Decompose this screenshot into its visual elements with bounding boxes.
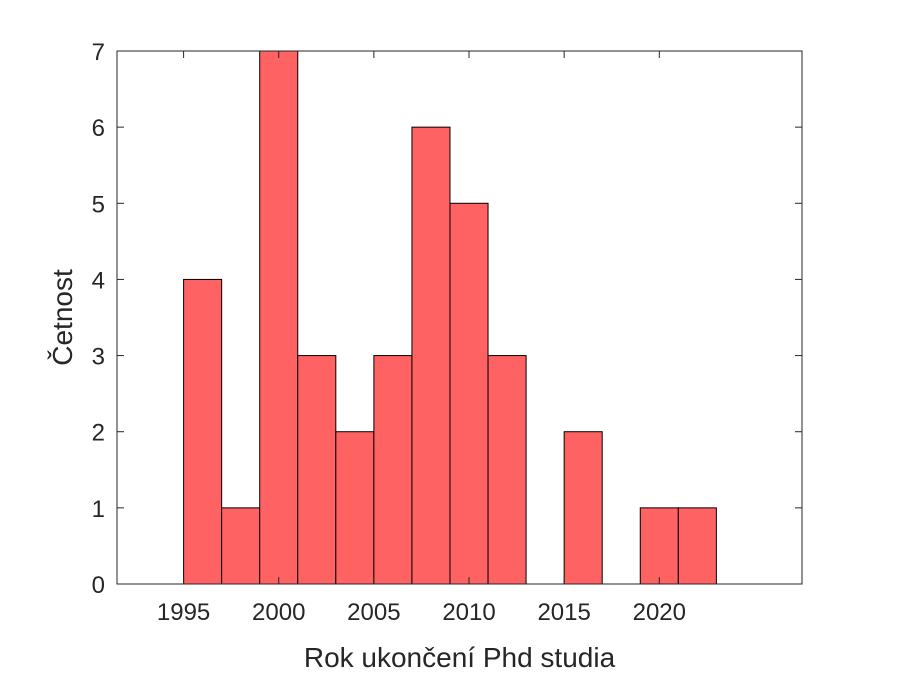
x-tick-label: 2015 xyxy=(537,599,590,626)
histogram-bar xyxy=(373,355,413,585)
x-tick-label: 2020 xyxy=(633,599,686,626)
histogram-bar xyxy=(563,431,603,585)
histogram-bar xyxy=(221,507,261,585)
histogram-bar xyxy=(639,507,679,585)
y-tick-label: 0 xyxy=(92,572,105,599)
histogram-bar xyxy=(487,355,527,585)
x-tick-label: 1995 xyxy=(157,599,210,626)
y-tick-label: 4 xyxy=(92,267,105,294)
y-tick-label: 6 xyxy=(92,115,105,142)
y-tick-label: 3 xyxy=(92,344,105,371)
x-axis-title: Rok ukončení Phd studia xyxy=(304,642,616,673)
y-tick-label: 1 xyxy=(92,496,105,523)
histogram-bar xyxy=(411,126,451,585)
y-tick-label: 7 xyxy=(92,39,105,66)
histogram-bar xyxy=(183,278,223,585)
histogram-bar xyxy=(677,507,717,585)
y-axis-title: Četnost xyxy=(47,269,78,366)
x-tick-label: 2005 xyxy=(347,599,400,626)
ticks-group: 1995 2000 2005 2010 2015 2020 0 1 2 3 4 5 6 7 xyxy=(92,39,802,626)
bars-group xyxy=(183,50,717,585)
axes-box xyxy=(116,50,803,585)
y-tick-label: 2 xyxy=(92,420,105,447)
histogram-bar xyxy=(335,431,375,585)
histogram-bar xyxy=(449,202,489,585)
histogram-bar xyxy=(297,355,337,585)
y-tick-label: 5 xyxy=(92,191,105,218)
histogram-bar xyxy=(259,50,299,585)
x-tick-label: 2010 xyxy=(442,599,495,626)
x-tick-label: 2000 xyxy=(252,599,305,626)
